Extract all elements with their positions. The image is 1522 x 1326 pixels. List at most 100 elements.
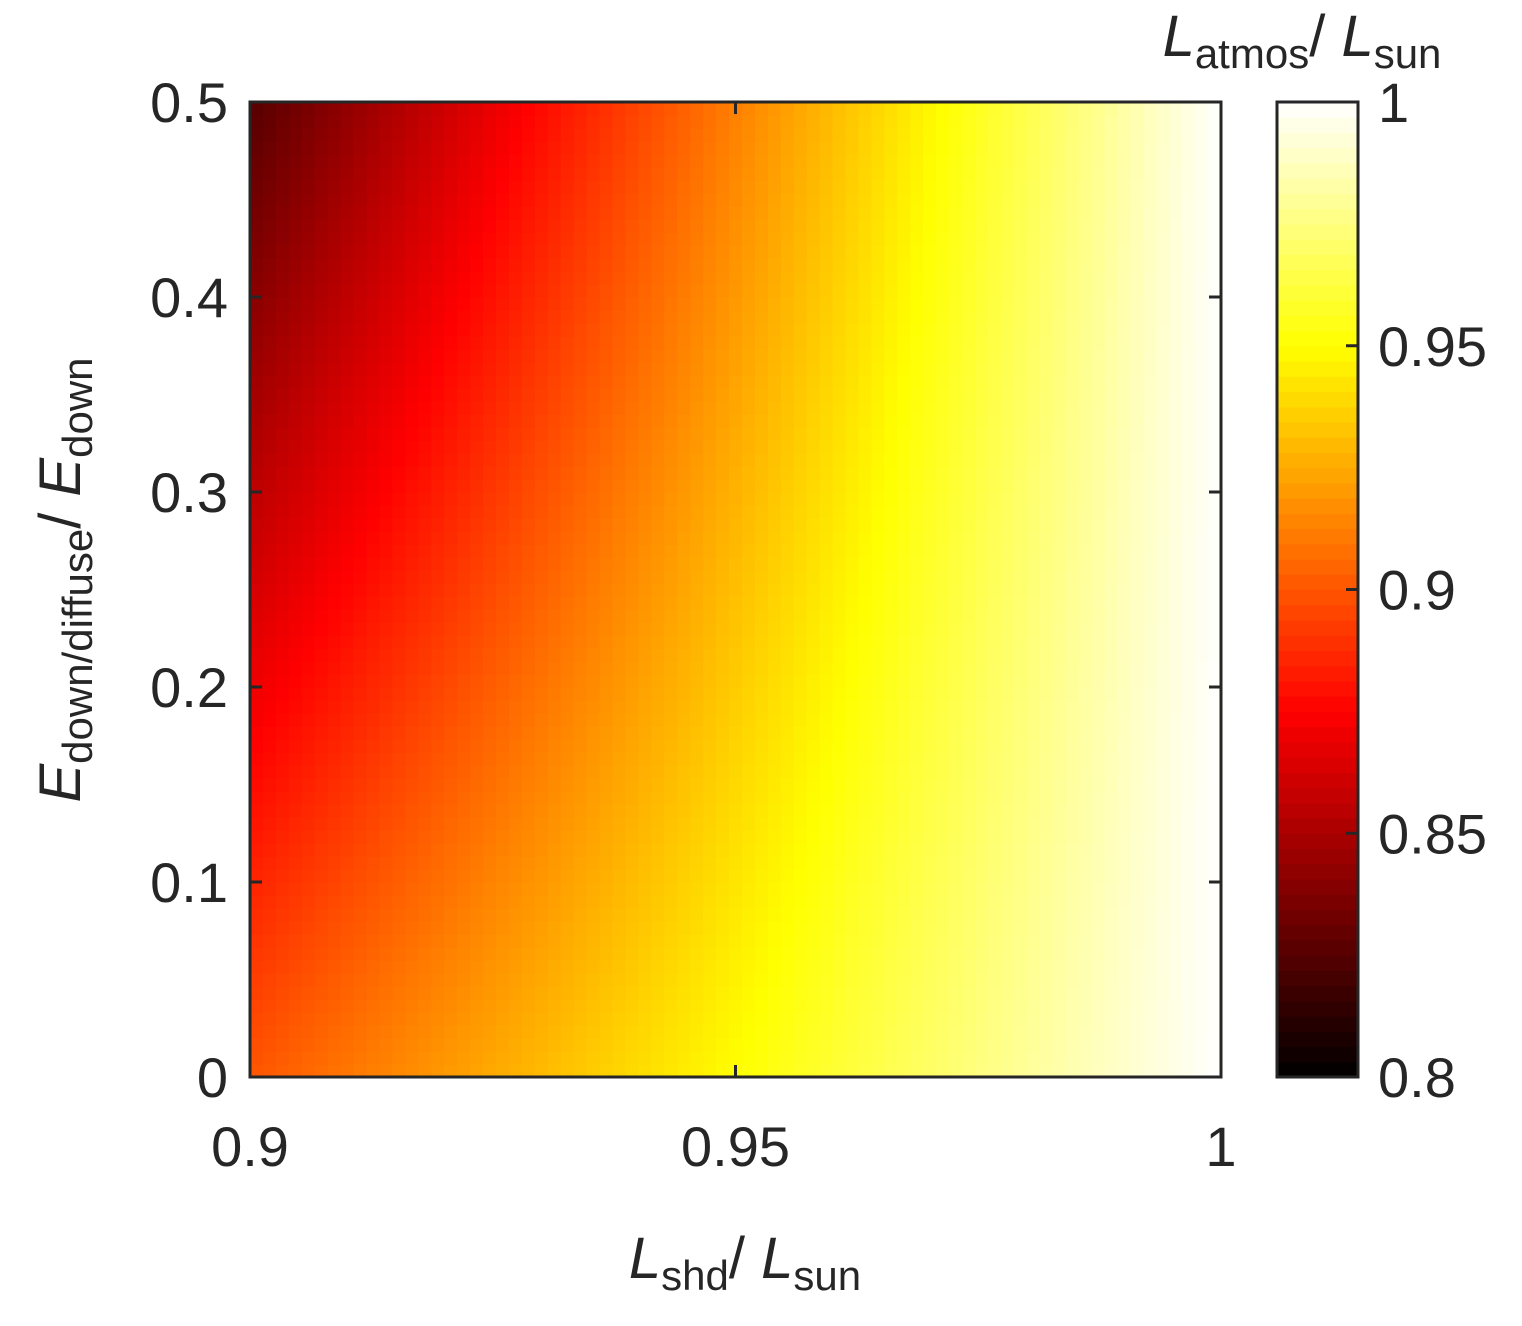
heatmap-cell <box>741 258 756 272</box>
heatmap-cell <box>327 245 342 259</box>
heatmap-cell <box>1104 401 1119 415</box>
heatmap-cell <box>275 674 290 688</box>
heatmap-cell <box>275 388 290 402</box>
heatmap-cell <box>314 453 329 467</box>
heatmap-cell <box>534 336 549 350</box>
heatmap-cell <box>1104 1064 1119 1078</box>
heatmap-cell <box>547 271 562 285</box>
heatmap-cell <box>599 206 614 220</box>
heatmap-cell <box>327 206 342 220</box>
heatmap-cell <box>379 219 394 233</box>
heatmap-cell <box>897 752 911 766</box>
heatmap-cell <box>1052 414 1067 428</box>
heatmap-cell <box>495 752 510 766</box>
heatmap-cell <box>560 466 575 480</box>
heatmap-cell <box>470 726 484 740</box>
heatmap-cell <box>987 882 1002 896</box>
heatmap-cell <box>1130 869 1144 883</box>
heatmap-cell <box>625 856 639 870</box>
heatmap-cell <box>1065 1038 1080 1052</box>
heatmap-cell <box>884 622 898 636</box>
heatmap-cell <box>1130 219 1144 233</box>
heatmap-cell <box>975 778 989 792</box>
heatmap-cell <box>262 271 277 285</box>
heatmap-cell <box>366 414 381 428</box>
heatmap-cell <box>534 518 549 532</box>
heatmap-cell <box>897 453 911 467</box>
heatmap-cell <box>301 934 316 948</box>
heatmap-cell <box>1052 505 1067 519</box>
heatmap-cell <box>1182 323 1196 337</box>
heatmap-cell <box>767 518 782 532</box>
heatmap-cell <box>638 895 652 909</box>
heatmap-cell <box>340 544 355 558</box>
heatmap-cell <box>819 882 834 896</box>
heatmap-cell <box>288 934 303 948</box>
heatmap-cell <box>716 869 730 883</box>
heatmap-cell <box>819 401 834 415</box>
heatmap-cell <box>457 999 471 1013</box>
heatmap-cell <box>288 752 303 766</box>
heatmap-cell <box>560 908 575 922</box>
heatmap-cell <box>1130 479 1144 493</box>
heatmap-cell <box>1000 752 1015 766</box>
heatmap-cell <box>1013 726 1028 740</box>
heatmap-cell <box>716 245 730 259</box>
heatmap-cell <box>392 622 406 636</box>
heatmap-cell <box>729 622 743 636</box>
heatmap-cell <box>845 869 860 883</box>
heatmap-cell <box>1000 791 1015 805</box>
heatmap-cell <box>1117 843 1131 857</box>
heatmap-cell <box>314 999 329 1013</box>
heatmap-cell <box>923 310 937 324</box>
heatmap-cell <box>987 388 1002 402</box>
heatmap-cell <box>923 1025 937 1039</box>
heatmap-cell <box>444 427 458 441</box>
heatmap-cell <box>366 765 381 779</box>
heatmap-cell <box>767 466 782 480</box>
heatmap-cell <box>793 323 808 337</box>
heatmap-cell <box>1026 843 1041 857</box>
heatmap-cell <box>612 960 627 974</box>
heatmap-cell <box>677 622 691 636</box>
heatmap-cell <box>651 752 665 766</box>
heatmap-cell <box>1091 336 1106 350</box>
heatmap-cell <box>664 388 678 402</box>
heatmap-cell <box>1130 908 1144 922</box>
heatmap-cell <box>431 388 445 402</box>
heatmap-cell <box>599 492 614 506</box>
heatmap-cell <box>1130 934 1144 948</box>
heatmap-cell <box>767 1051 782 1065</box>
heatmap-cell <box>534 869 549 883</box>
heatmap-cell <box>586 596 601 610</box>
heatmap-cell <box>1182 947 1196 961</box>
heatmap-cell <box>690 713 704 727</box>
heatmap-cell <box>508 570 523 584</box>
heatmap-cell <box>1000 687 1015 701</box>
heatmap-cell <box>871 635 885 649</box>
heatmap-cell <box>483 739 497 753</box>
heatmap-cell <box>1156 843 1170 857</box>
heatmap-cell <box>871 869 885 883</box>
heatmap-cell <box>754 908 769 922</box>
heatmap-cell <box>301 999 316 1013</box>
heatmap-cell <box>1130 999 1144 1013</box>
heatmap-cell <box>858 232 873 246</box>
heatmap-cell <box>754 206 769 220</box>
heatmap-cell <box>483 1012 497 1026</box>
heatmap-cell <box>366 401 381 415</box>
heatmap-cell <box>1026 466 1041 480</box>
heatmap-cell <box>780 804 795 818</box>
heatmap-cell <box>1104 817 1119 831</box>
heatmap-cell <box>1195 895 1209 909</box>
heatmap-cell <box>1078 544 1093 558</box>
heatmap-cell <box>664 219 678 233</box>
heatmap-cell <box>379 817 394 831</box>
heatmap-cell <box>288 518 303 532</box>
heatmap-cell <box>703 830 717 844</box>
heatmap-cell <box>599 791 614 805</box>
heatmap-cell <box>780 648 795 662</box>
heatmap-cell <box>457 1064 471 1078</box>
heatmap-cell <box>1130 713 1144 727</box>
heatmap-cell <box>936 245 950 259</box>
